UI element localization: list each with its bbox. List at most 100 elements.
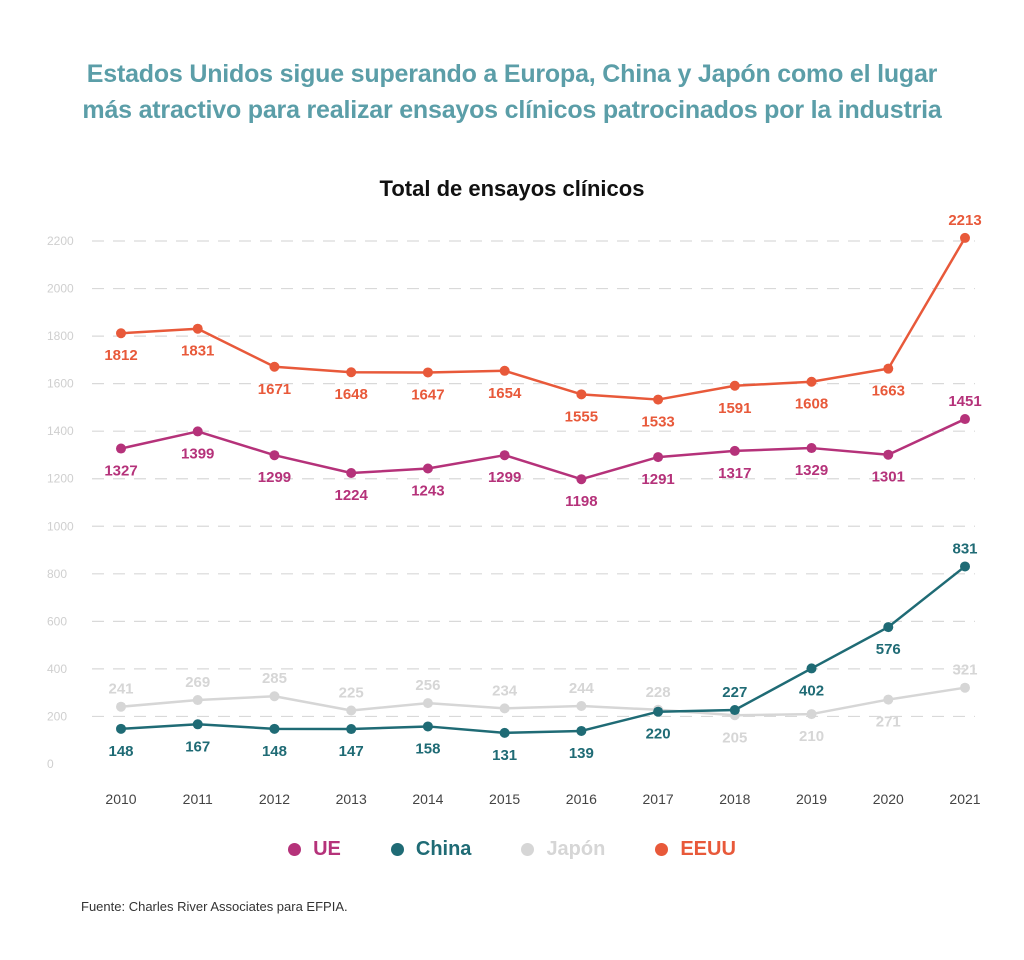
grid-lines (92, 240, 975, 718)
data-point-ue (576, 474, 587, 485)
data-point-japon (576, 700, 587, 711)
data-label-japon: 225 (339, 685, 364, 702)
data-point-eeuu (960, 232, 970, 243)
data-label-china: 576 (876, 641, 901, 658)
data-label-japon: 256 (415, 677, 440, 694)
data-point-ue (116, 443, 126, 454)
data-point-ue (422, 463, 433, 474)
y-tick-label: 1600 (47, 377, 74, 391)
data-label-ue: 1243 (411, 483, 444, 500)
y-tick-label: 400 (47, 662, 67, 676)
series-lines (116, 232, 970, 738)
x-tick-label: 2016 (566, 791, 597, 807)
data-point-china (116, 723, 126, 734)
data-point-ue (653, 452, 664, 463)
data-point-china (729, 705, 740, 716)
y-tick-label: 200 (47, 709, 67, 723)
data-label-japon: 241 (108, 681, 133, 698)
x-tick-label: 2017 (643, 791, 674, 807)
data-label-japon: 210 (799, 728, 824, 745)
data-point-china (192, 719, 203, 730)
x-tick-label: 2015 (489, 791, 520, 807)
data-point-ue (806, 443, 817, 454)
data-label-japon: 285 (262, 670, 287, 687)
data-point-eeuu (806, 376, 817, 387)
data-label-china: 147 (339, 743, 364, 760)
data-point-japon (346, 705, 357, 716)
series-line-eeuu (120, 237, 967, 401)
data-label-ue: 1317 (718, 465, 751, 482)
data-point-ue (729, 445, 740, 456)
legend-dot-icon (390, 843, 404, 856)
data-point-china (883, 622, 894, 633)
data-label-japon: 228 (646, 684, 671, 701)
x-tick-label: 2019 (796, 791, 827, 807)
data-point-eeuu (422, 367, 433, 378)
data-label-eeuu: 1608 (795, 396, 828, 413)
data-label-eeuu: 1533 (641, 414, 674, 431)
data-point-china (422, 721, 433, 732)
data-point-china (576, 725, 587, 736)
y-tick-label: 0 (47, 757, 54, 771)
y-axis-ticks: 0 200 400 600 800 1000 1200 1400 1600 1800 2000 220… (47, 234, 74, 771)
series-line-ue (120, 417, 966, 481)
data-point-japon (960, 682, 970, 693)
data-label-ue: 1299 (258, 469, 291, 486)
data-point-japon (806, 709, 817, 720)
data-point-ue (269, 450, 280, 461)
data-label-ue: 1329 (795, 462, 828, 479)
source-note: Fuente: Charles River Associates para EF… (81, 899, 348, 914)
data-point-japon (422, 698, 433, 709)
x-tick-label: 2010 (105, 791, 136, 807)
data-label-japon: 321 (952, 662, 977, 679)
data-point-china (806, 663, 817, 674)
data-label-china: 148 (262, 743, 287, 760)
data-label-ue: 1224 (334, 487, 368, 504)
x-tick-label: 2018 (719, 791, 750, 807)
data-label-ue: 1451 (948, 393, 981, 410)
y-tick-label: 1400 (47, 424, 74, 438)
data-label-china: 402 (799, 682, 824, 699)
data-point-china (269, 723, 280, 734)
data-label-eeuu: 1648 (334, 386, 367, 403)
y-tick-label: 1800 (47, 329, 74, 343)
data-label-china: 131 (492, 747, 517, 764)
data-point-eeuu (116, 328, 126, 339)
y-tick-label: 800 (47, 567, 67, 581)
data-point-japon (116, 701, 126, 712)
data-label-eeuu: 1812 (104, 347, 137, 364)
data-point-eeuu (346, 367, 357, 378)
data-labels: 241 269 285 225 256 234 244 228 205 210 271 321 148 1… (104, 212, 981, 764)
legend-label: Japón (546, 838, 606, 860)
y-tick-label: 2000 (47, 282, 74, 296)
data-point-china (653, 706, 664, 717)
data-point-ue (192, 426, 203, 437)
legend-dot-icon (521, 843, 535, 856)
data-point-eeuu (653, 394, 664, 405)
x-axis-ticks: 2010 2011 2012 2013 2014 2015 2016 2017 2018 2019… (105, 791, 980, 807)
x-tick-label: 2013 (336, 791, 367, 807)
data-label-china: 831 (952, 540, 977, 557)
data-label-china: 158 (415, 740, 440, 757)
legend-item-japon: Japón (521, 838, 605, 861)
data-point-eeuu (269, 361, 280, 372)
data-point-china (499, 727, 510, 738)
data-point-ue (883, 449, 894, 460)
data-point-japon (269, 691, 280, 702)
legend-label: UE (313, 838, 341, 860)
data-point-eeuu (192, 323, 203, 334)
legend-item-eeuu: EEUU (655, 838, 736, 861)
data-point-japon (499, 703, 510, 714)
data-label-ue: 1301 (872, 469, 905, 486)
data-point-ue (346, 468, 357, 479)
y-tick-label: 600 (47, 614, 67, 628)
x-tick-label: 2014 (412, 791, 443, 807)
data-point-eeuu (729, 380, 740, 391)
legend-dot-icon (655, 843, 669, 856)
data-label-japon: 271 (876, 714, 901, 731)
headline: Estados Unidos sigue superando a Europa,… (0, 56, 1024, 128)
y-tick-label: 1000 (47, 519, 74, 533)
data-label-ue: 1299 (488, 469, 521, 486)
series-line-japon (120, 686, 966, 717)
data-label-ue: 1399 (181, 445, 214, 462)
